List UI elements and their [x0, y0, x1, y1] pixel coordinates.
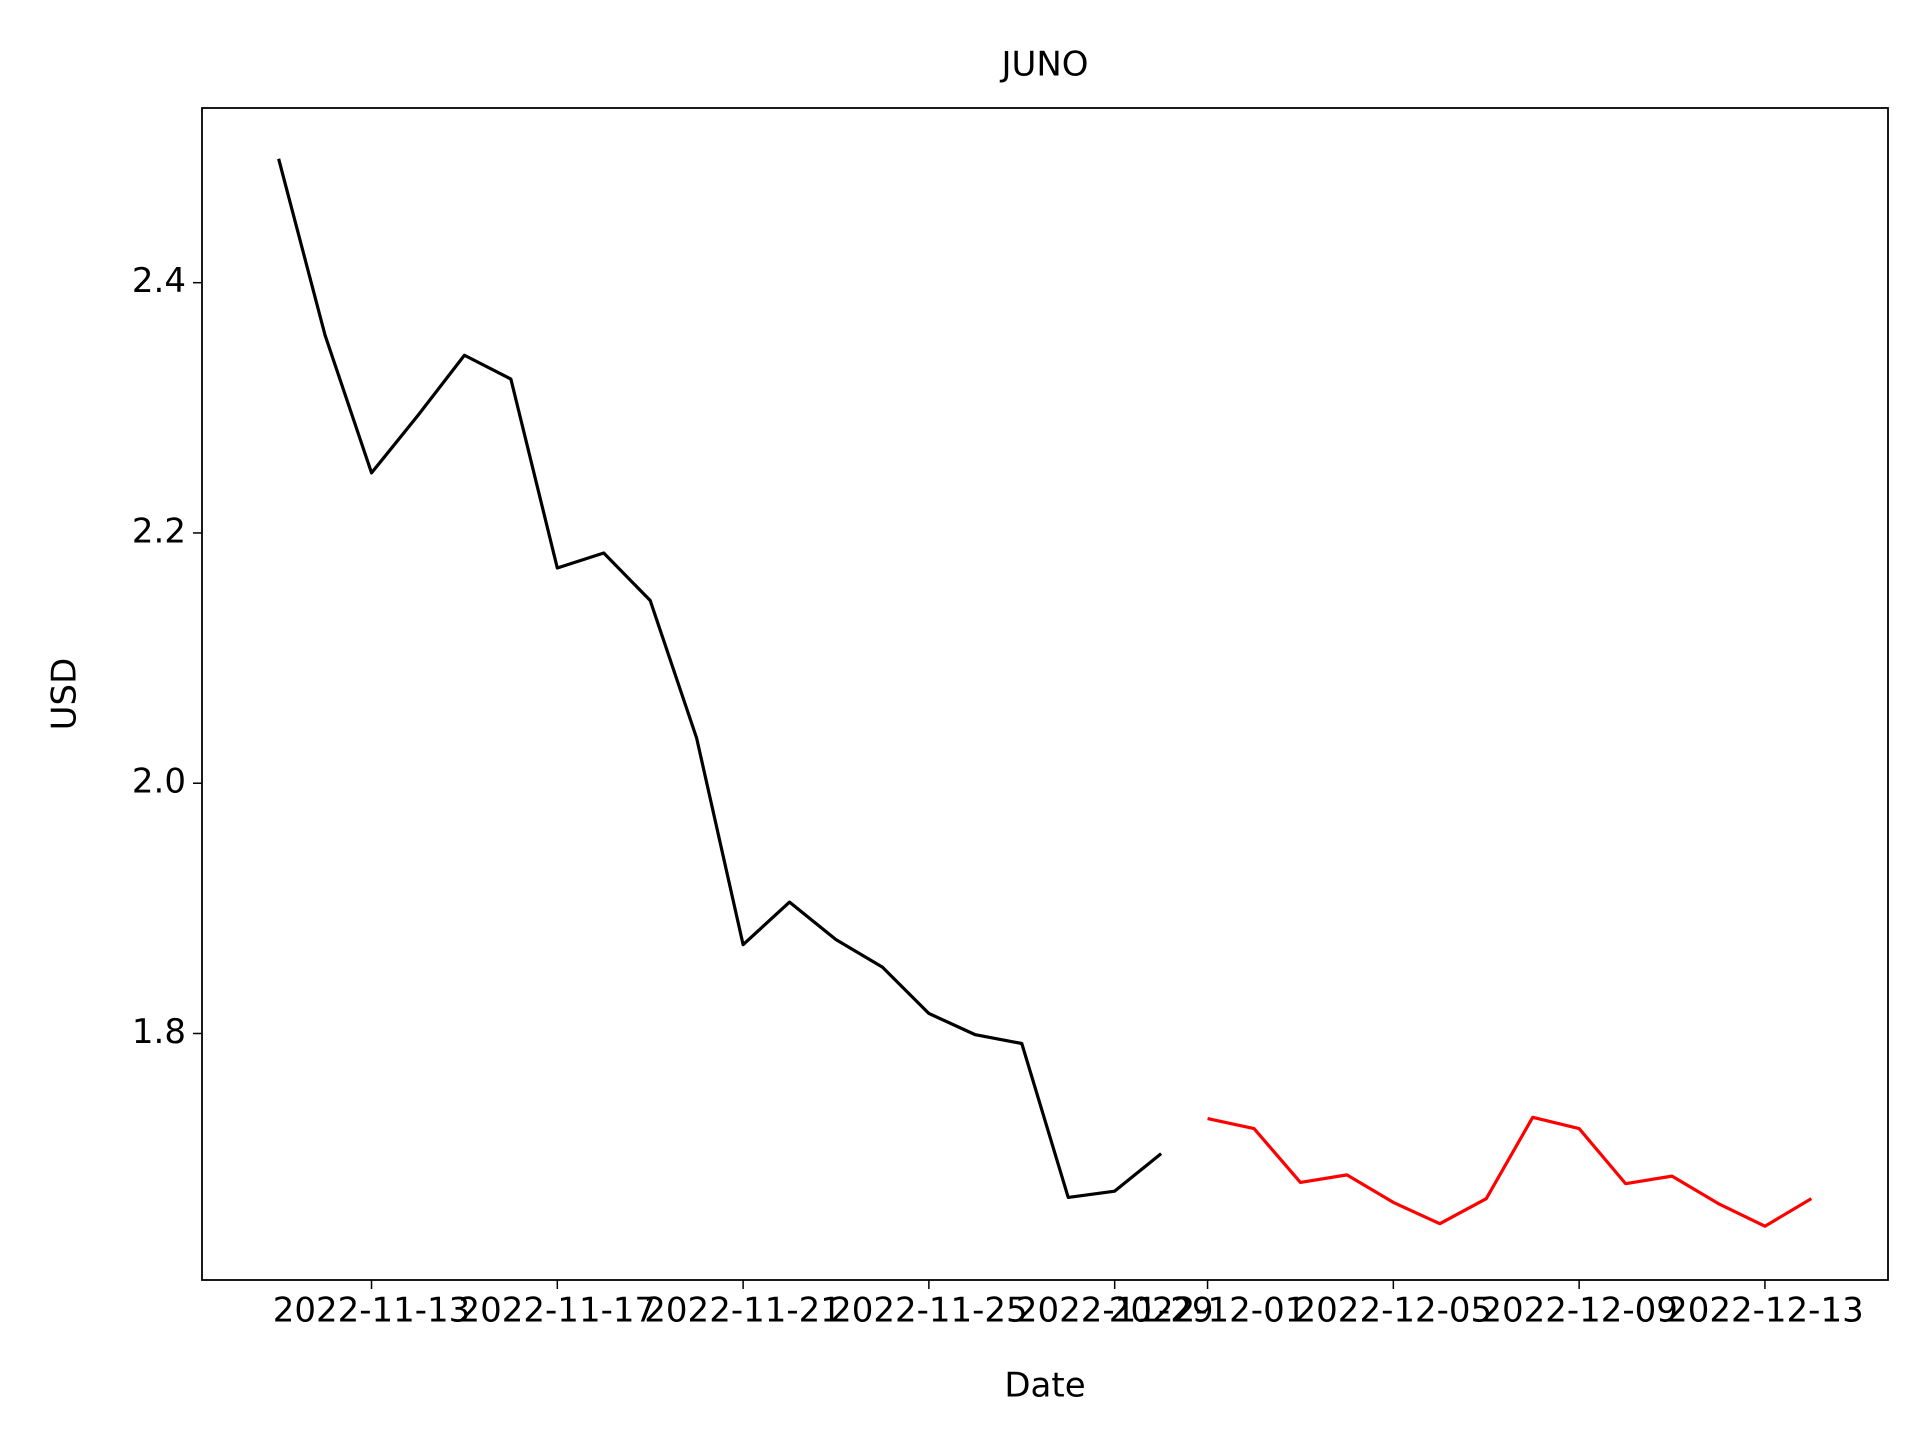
x-axis-label: Date: [1004, 1366, 1085, 1406]
series-line: [1207, 1115, 1813, 1228]
x-tick-label: 2022-11-25: [830, 1291, 1028, 1331]
y-tick-label: 1.8: [132, 1012, 186, 1052]
x-tick-label: 2022-12-01: [1109, 1291, 1307, 1331]
chart-title: JUNO: [999, 45, 1088, 85]
plot-frame: [201, 107, 1889, 1281]
x-tick-label: 2022-11-21: [644, 1291, 842, 1331]
x-tick-label: 2022-12-05: [1295, 1291, 1493, 1331]
y-tick-label: 2.0: [132, 762, 186, 802]
x-tick-label: 2022-11-17: [459, 1291, 657, 1331]
x-tick-label: 2022-12-09: [1480, 1291, 1678, 1331]
x-tick-label: 2022-11-13: [273, 1291, 471, 1331]
y-axis-label: USD: [45, 658, 85, 731]
y-tick-label: 2.2: [132, 511, 186, 551]
x-tick-label: 2022-12-13: [1666, 1291, 1864, 1331]
x-tick-label: 2022-11-29: [1016, 1291, 1214, 1331]
series-line: [277, 158, 1163, 1200]
y-tick-label: 2.4: [132, 261, 186, 301]
